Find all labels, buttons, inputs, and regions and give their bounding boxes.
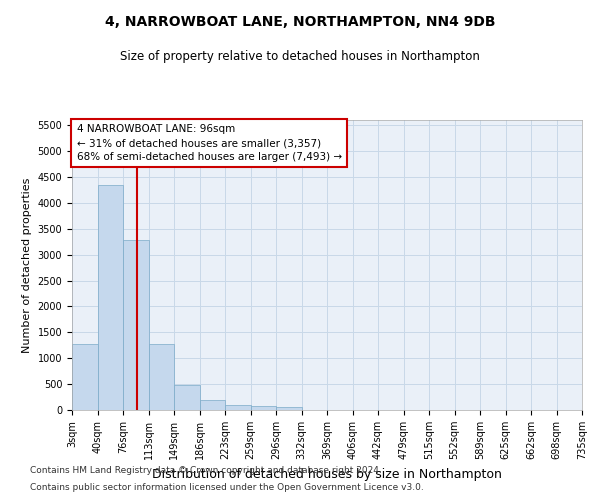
Bar [174, 385, 199, 410]
Text: 4, NARROWBOAT LANE, NORTHAMPTON, NN4 9DB: 4, NARROWBOAT LANE, NORTHAMPTON, NN4 9DB [105, 15, 495, 29]
Bar [276, 407, 302, 410]
Text: 4 NARROWBOAT LANE: 96sqm
← 31% of detached houses are smaller (3,357)
68% of sem: 4 NARROWBOAT LANE: 96sqm ← 31% of detach… [77, 124, 342, 162]
Bar [123, 240, 149, 410]
Bar [199, 400, 225, 410]
Bar [97, 184, 123, 410]
Text: Contains HM Land Registry data © Crown copyright and database right 2024.: Contains HM Land Registry data © Crown c… [30, 466, 382, 475]
Bar [149, 344, 174, 410]
Text: Contains public sector information licensed under the Open Government Licence v3: Contains public sector information licen… [30, 484, 424, 492]
Bar [251, 406, 276, 410]
Text: Size of property relative to detached houses in Northampton: Size of property relative to detached ho… [120, 50, 480, 63]
Bar [225, 405, 251, 410]
X-axis label: Distribution of detached houses by size in Northampton: Distribution of detached houses by size … [152, 468, 502, 480]
Bar [72, 344, 97, 410]
Y-axis label: Number of detached properties: Number of detached properties [22, 178, 32, 352]
